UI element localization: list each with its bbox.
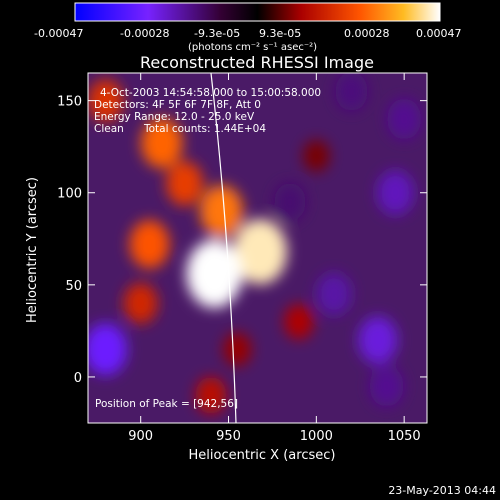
annotation-clean: Clean bbox=[94, 123, 124, 135]
colorbar-tick-5: 0.00047 bbox=[416, 27, 462, 40]
colorbar-tick-0: -0.00047 bbox=[34, 27, 83, 40]
y-axis-label: Heliocentric Y (arcsec) bbox=[25, 177, 40, 323]
heatmap-source-core bbox=[201, 258, 228, 290]
solar-limb-line bbox=[210, 73, 237, 423]
heatmap-source bbox=[303, 140, 330, 172]
heatmap-source bbox=[166, 161, 204, 206]
chart-title: Reconstructed RHESSI Image bbox=[140, 53, 374, 72]
x-tick-label: 950 bbox=[216, 429, 241, 444]
heatmap-source bbox=[274, 182, 306, 221]
heatmap-source-core bbox=[211, 199, 232, 223]
peak-position-label: Position of Peak = [942,56] bbox=[95, 398, 238, 410]
footer-timestamp: 23-May-2013 04:44 bbox=[388, 484, 496, 497]
x-tick-label: 1050 bbox=[388, 429, 421, 444]
heatmap-source-core bbox=[95, 337, 116, 362]
plot-area: 900 950 1000 1050 0 50 100 150 4-Oct-2003 14:54… bbox=[57, 72, 428, 444]
heatmap-source-core bbox=[152, 131, 172, 155]
annotation-energy: Energy Range: 12.0 - 25.0 keV bbox=[94, 111, 255, 123]
heatmap-source bbox=[284, 304, 314, 340]
x-axis-label: Heliocentric X (arcsec) bbox=[189, 448, 336, 463]
heatmap-source bbox=[195, 376, 227, 414]
y-tick-label: 100 bbox=[57, 187, 82, 202]
heatmap-source bbox=[123, 282, 158, 324]
heatmap-source bbox=[88, 79, 124, 122]
y-tick-label: 50 bbox=[65, 279, 82, 294]
x-tick-label: 1000 bbox=[300, 429, 333, 444]
x-tick-label: 900 bbox=[128, 429, 153, 444]
colorbar-units: (photons cm⁻² s⁻¹ asec⁻²) bbox=[188, 42, 317, 53]
colorbar-tick-2: -9.3e-05 bbox=[194, 27, 240, 40]
colorbar-tick-4: 0.00028 bbox=[344, 27, 390, 40]
plot-frame bbox=[87, 72, 428, 424]
colorbar-tick-1: -0.00028 bbox=[120, 27, 169, 40]
heatmap-source-core bbox=[248, 237, 273, 267]
heatmap-source-core bbox=[140, 233, 159, 256]
heatmap-source bbox=[358, 316, 398, 364]
y-tick-label: 150 bbox=[57, 95, 82, 110]
annotation-detectors: Detectors: 4F 5F 6F 7F 8F, Att 0 bbox=[94, 99, 261, 111]
heatmap-source bbox=[369, 365, 404, 407]
heatmap-source bbox=[376, 170, 414, 216]
annotation-time: 4-Oct-2003 14:54:58.000 to 15:00:58.000 bbox=[100, 87, 321, 99]
y-tick-label: 0 bbox=[74, 371, 82, 386]
annotation-total-counts: Total counts: 1.44E+04 bbox=[143, 123, 266, 135]
heatmap-source bbox=[387, 98, 422, 140]
heatmap-source bbox=[316, 272, 352, 316]
heatmap-source bbox=[223, 332, 252, 366]
colorbar-gradient bbox=[74, 2, 441, 22]
colorbar: -0.00047 -0.00028 -9.3e-05 9.3e-05 0.000… bbox=[34, 2, 462, 53]
colorbar-tick-3: 9.3e-05 bbox=[259, 27, 301, 40]
heatmap-source bbox=[335, 73, 368, 111]
heatmap-layer bbox=[88, 73, 422, 414]
